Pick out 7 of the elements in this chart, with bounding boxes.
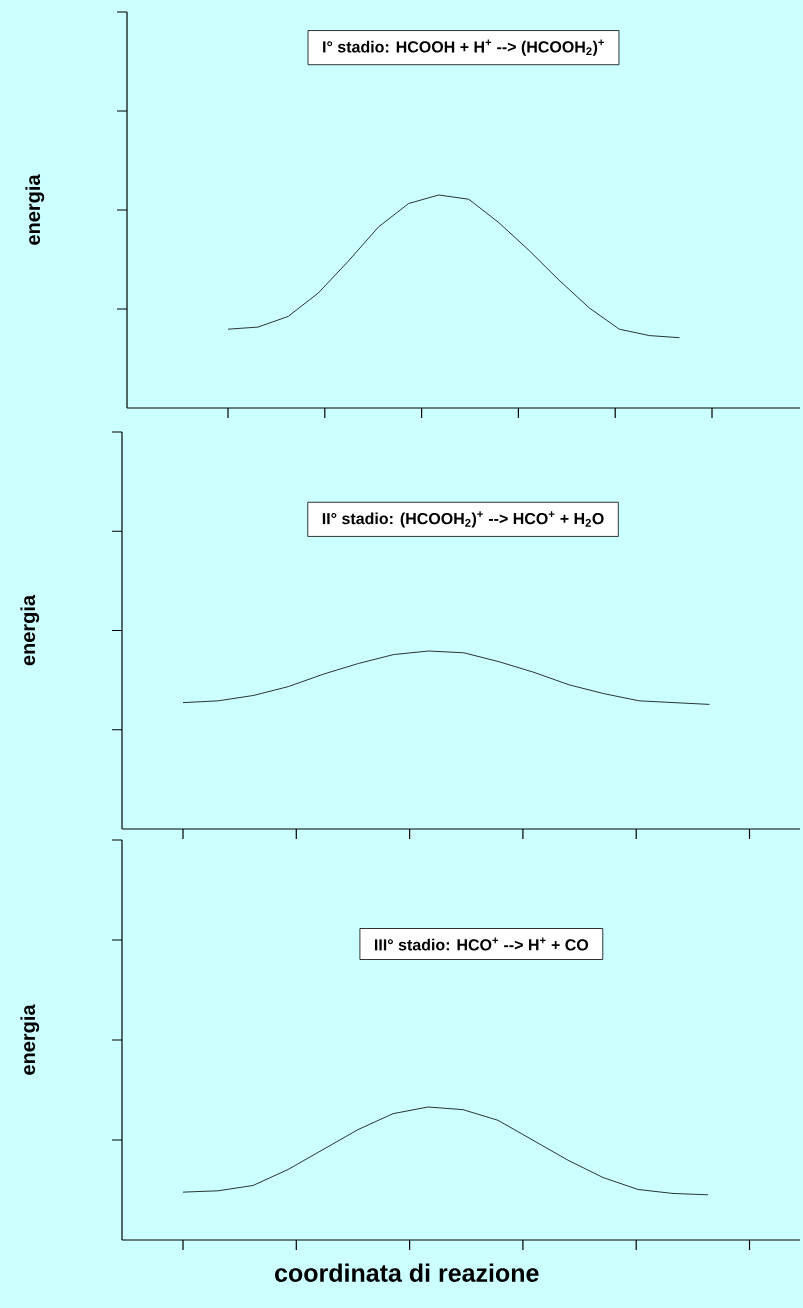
x-axis-title: coordinata di reazione (275, 1263, 539, 1282)
chart-title: I° stadio: HCOOH + H$^{+}$ --> (HCOOH$_{2}$)$^{+}$ (323, 39, 605, 56)
y-axis-title: energia (25, 174, 45, 245)
chart-title: II° stadio: (HCOOH$_{2}$)$^{+}$ --> HCO$^{+}$ + H$_{2}$O (322, 511, 604, 528)
chart-title: III° stadio: HCO$^{+}$ --> H$^{+}$ + CO (374, 937, 589, 951)
y-axis-title: energia (20, 1004, 40, 1075)
y-axis-title: energia (20, 594, 40, 666)
